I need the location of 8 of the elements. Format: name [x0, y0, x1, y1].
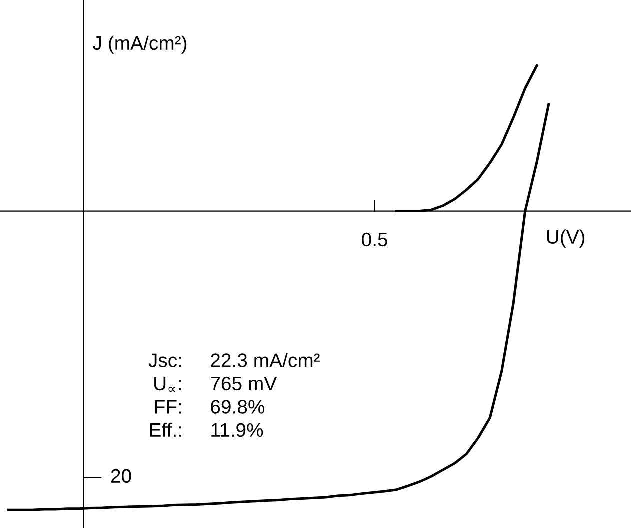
text: FF: 69.8%: [155, 400, 265, 414]
annotation: 0.5: [362, 232, 388, 247]
text: Eff.: 11.9%: [150, 422, 264, 438]
annotation: 20: [111, 469, 132, 484]
text: U$_{∝}$: 765 mV: [154, 376, 278, 392]
text: Jsc: 22.3 mA/cm²: [148, 353, 320, 368]
x-axis-title: U(V): [547, 230, 585, 248]
y-axis-title: J (mA/cm²): [93, 36, 187, 54]
